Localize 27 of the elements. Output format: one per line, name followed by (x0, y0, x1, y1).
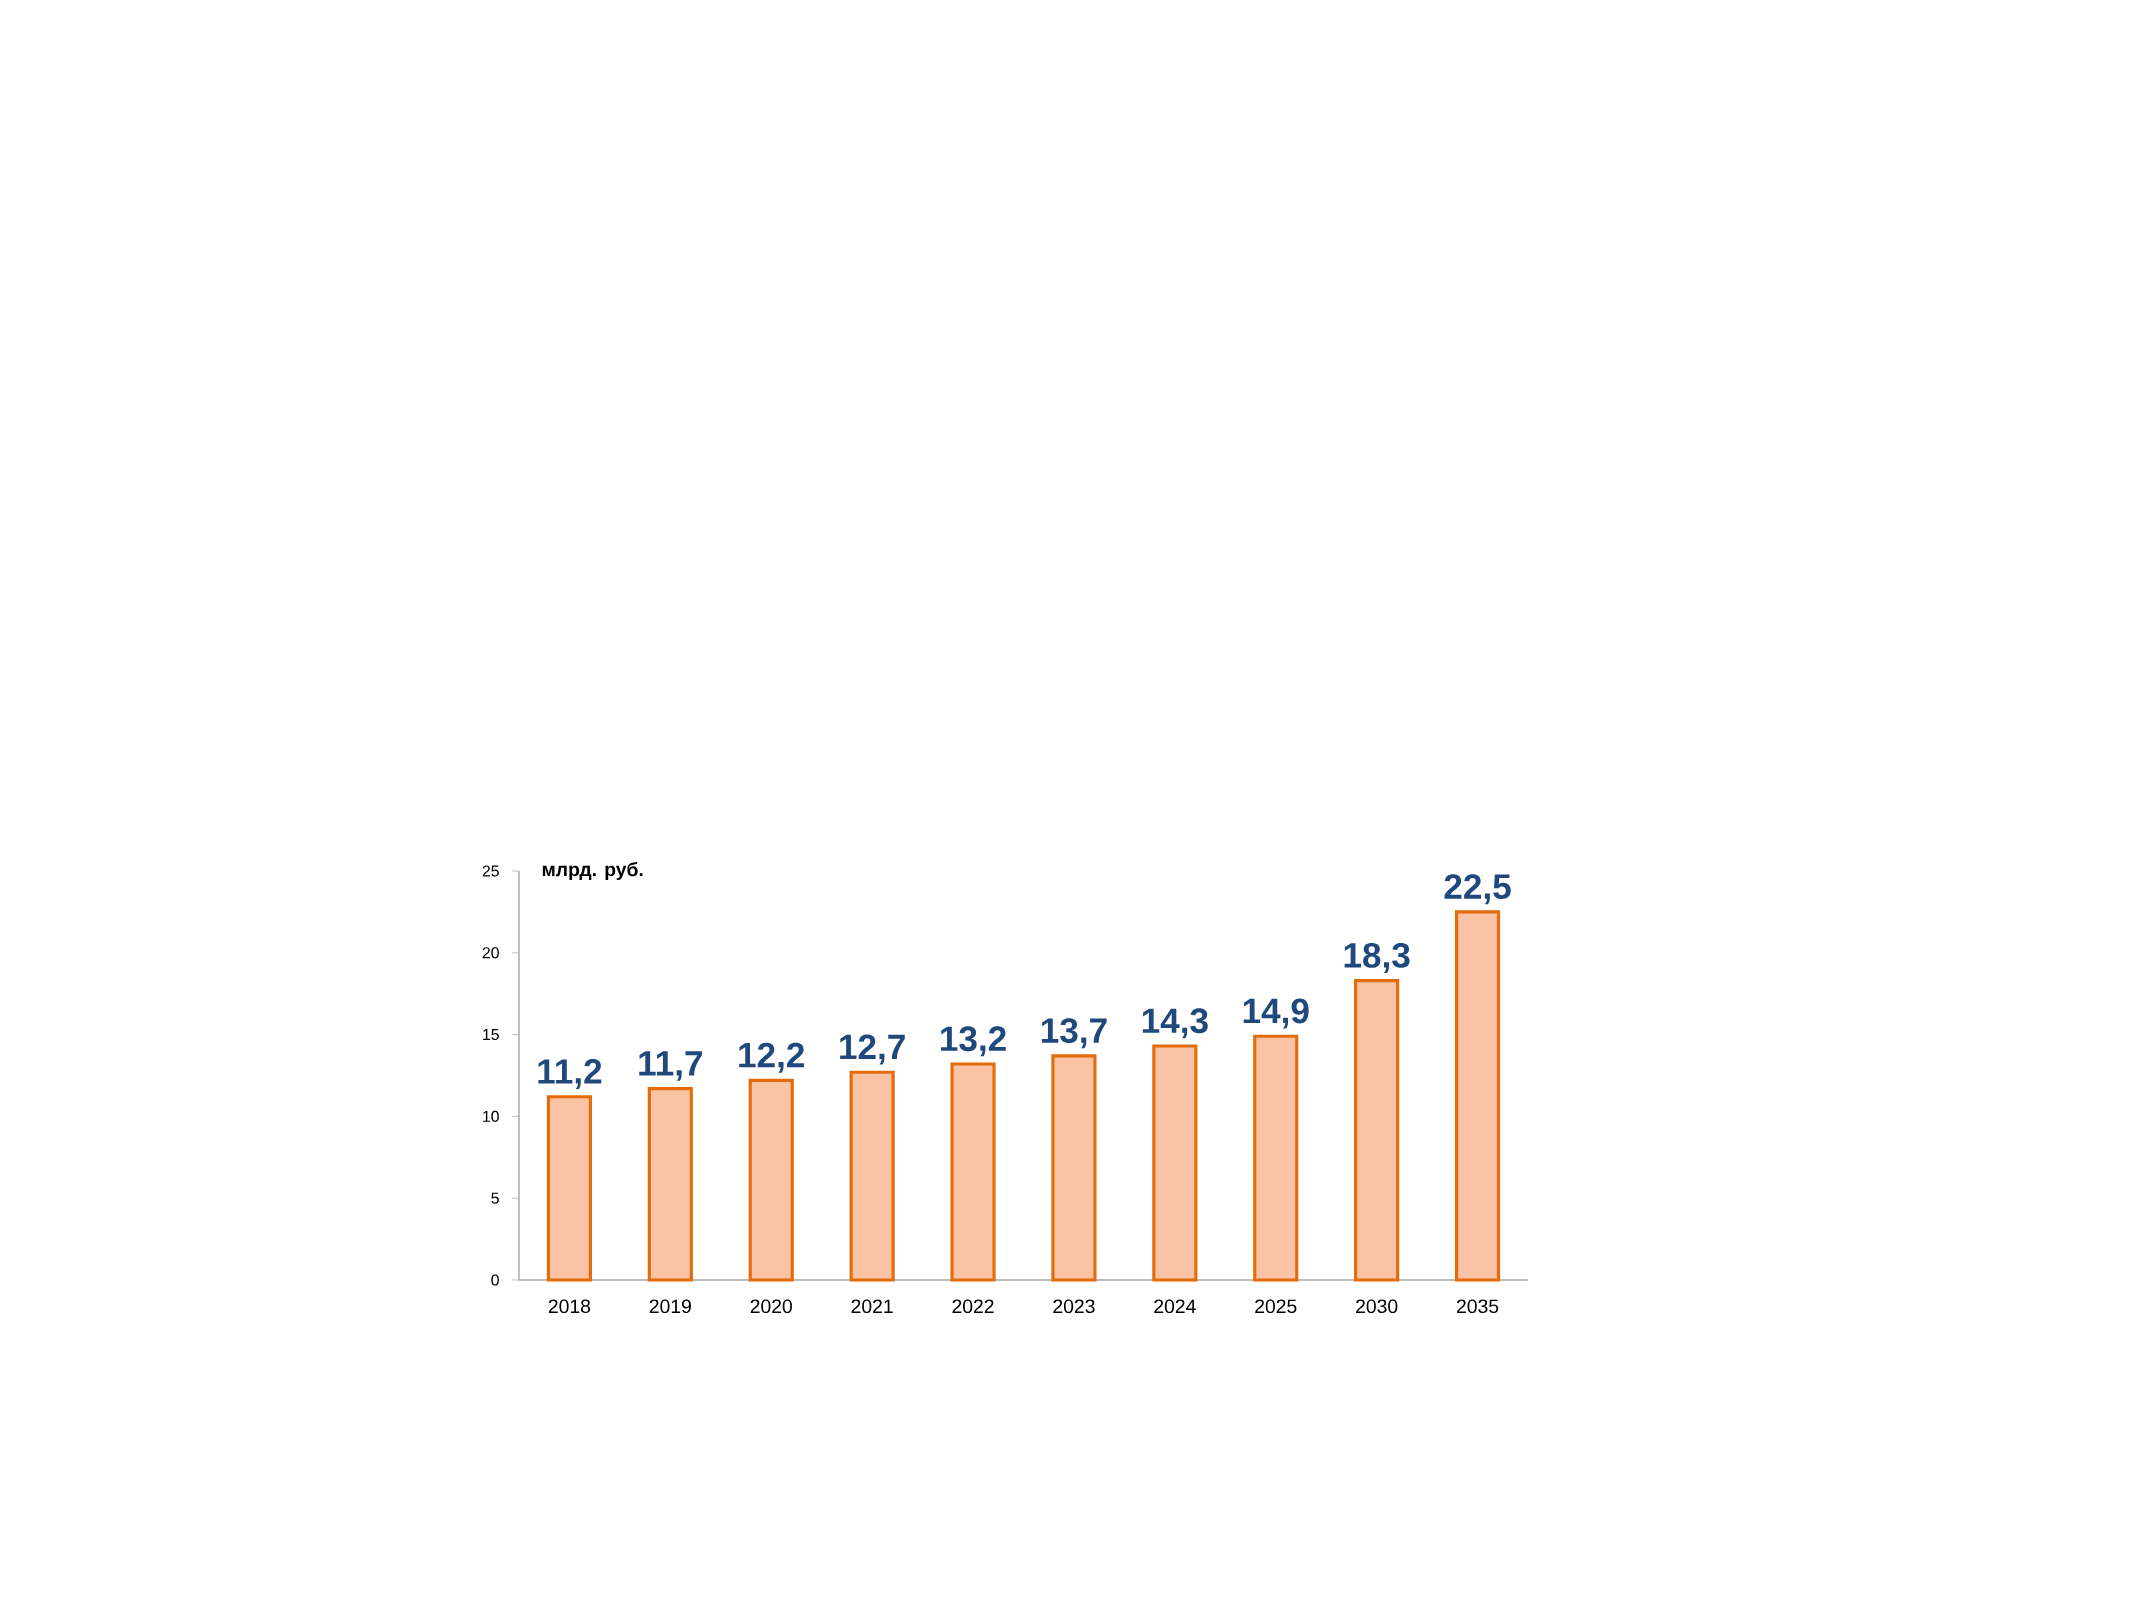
x-tick-label: 2022 (952, 1299, 994, 1314)
x-tick-label: 2024 (1154, 1299, 1196, 1314)
data-label: 14,3 (1142, 1008, 1208, 1039)
x-tick-label: 2035 (1457, 1299, 1499, 1314)
x-tick-label: 2023 (1053, 1299, 1095, 1314)
x-tick-label: 2021 (851, 1299, 893, 1314)
x-tick-label: 2030 (1356, 1299, 1398, 1314)
data-label: 13,7 (1041, 1018, 1107, 1049)
data-label: 14,9 (1243, 998, 1309, 1029)
y-tick-label: 0 (491, 1274, 499, 1286)
y-axis-title: млрд. руб. (542, 861, 643, 881)
y-tick-label: 20 (482, 947, 499, 959)
y-tick-label: 10 (483, 1110, 499, 1122)
data-label: 13,2 (941, 1026, 1006, 1057)
data-label: 11,2 (538, 1059, 602, 1090)
x-tick-label: 2020 (750, 1299, 792, 1314)
data-label: 12,7 (840, 1034, 905, 1065)
data-label: 22,5 (1444, 874, 1511, 905)
x-tick-label: 2025 (1255, 1299, 1297, 1314)
data-label: 18,3 (1344, 942, 1410, 973)
data-label: 12,2 (739, 1042, 805, 1073)
y-tick-label: 5 (491, 1192, 499, 1204)
data-label: 11,7 (639, 1051, 703, 1081)
y-tick-label: 25 (482, 865, 499, 877)
x-tick-label: 2019 (649, 1299, 691, 1314)
y-tick-label: 15 (483, 1029, 499, 1041)
x-tick-label: 2018 (548, 1299, 591, 1314)
